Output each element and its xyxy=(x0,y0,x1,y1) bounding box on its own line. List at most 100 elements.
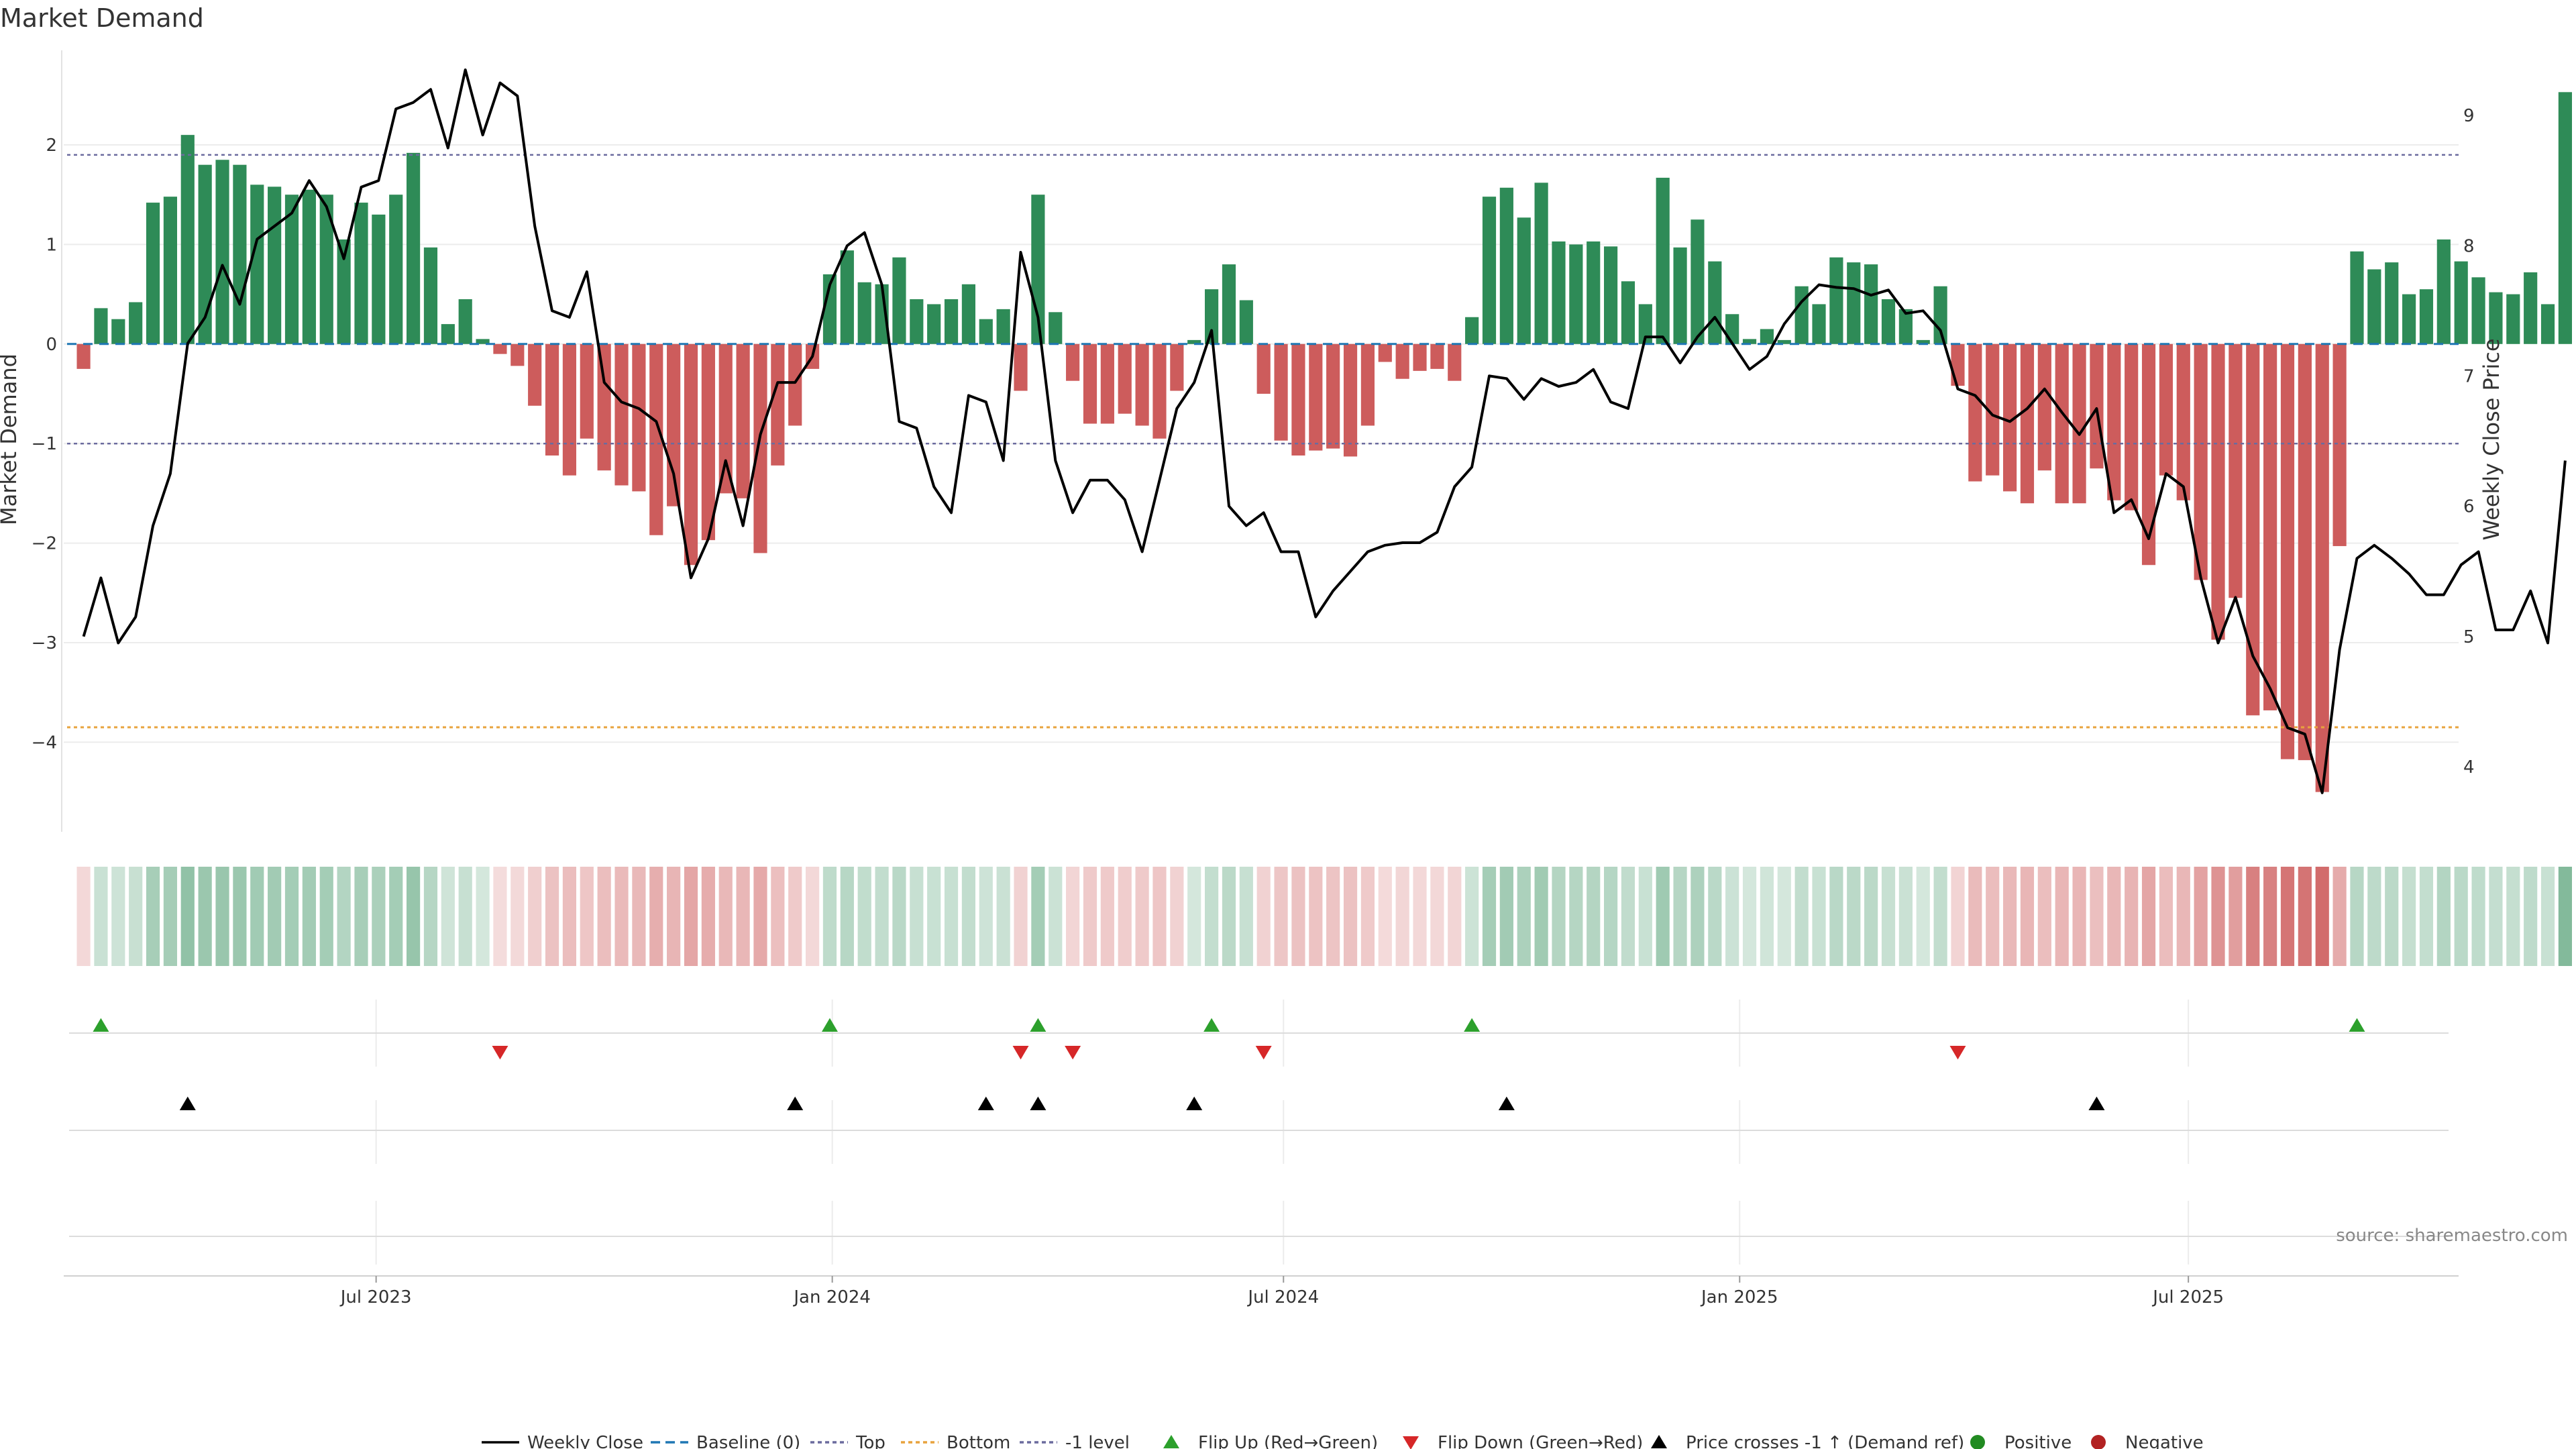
demand-bar xyxy=(407,152,421,344)
demand-bar xyxy=(2436,239,2451,344)
heat-cell xyxy=(1395,867,1409,966)
legend-swatch xyxy=(1651,1435,1667,1448)
heat-cell xyxy=(215,867,229,966)
heat-cell xyxy=(996,867,1010,966)
demand-bar xyxy=(1309,343,1323,451)
legend-label: Flip Down (Green→Red) xyxy=(1438,1433,1643,1449)
heat-cell xyxy=(822,867,837,966)
heat-cell xyxy=(2020,867,2035,966)
heat-cell xyxy=(76,867,91,966)
demand-bar xyxy=(1291,343,1305,456)
heat-cell xyxy=(1898,867,1913,966)
price-cross-marker xyxy=(787,1096,804,1110)
demand-bar xyxy=(1898,309,1913,344)
heat-cell xyxy=(788,867,802,966)
x-tick-label: Jul 2024 xyxy=(1246,1287,1319,1307)
y-tick-left: −1 xyxy=(32,434,57,454)
heat-cell xyxy=(2506,867,2520,966)
demand-bar xyxy=(996,309,1010,344)
demand-heat-strip xyxy=(76,867,2572,966)
heat-cell xyxy=(2055,867,2069,966)
demand-bar xyxy=(614,343,629,486)
heat-cell xyxy=(961,867,975,966)
demand-bar xyxy=(1604,246,1618,344)
demand-bar xyxy=(2246,343,2260,716)
flip-up-marker xyxy=(821,1018,838,1032)
y-axis-right-label: Weekly Close Price xyxy=(2479,338,2504,540)
heat-cell xyxy=(2229,867,2243,966)
heat-cell xyxy=(1552,867,1566,966)
price-cross-marker xyxy=(2088,1096,2105,1110)
flip-down-marker xyxy=(1255,1046,1272,1060)
legend-label: Baseline (0) xyxy=(696,1433,800,1449)
demand-bar xyxy=(1916,339,1930,344)
heat-cell xyxy=(1135,867,1149,966)
weekly-close-line xyxy=(82,68,2567,794)
heat-cell xyxy=(562,867,576,966)
demand-bar xyxy=(961,284,975,344)
demand-bar xyxy=(2367,269,2381,344)
demand-bar xyxy=(2037,343,2051,471)
heat-cell xyxy=(372,867,386,966)
demand-bar xyxy=(1708,261,1722,344)
heat-cell xyxy=(1239,867,1253,966)
heat-cell xyxy=(1170,867,1184,966)
demand-bar xyxy=(2125,343,2139,511)
demand-bar xyxy=(1638,304,1652,344)
demand-bar xyxy=(250,184,264,344)
y-tick-left: 2 xyxy=(46,136,57,156)
legend-item: Weekly Close xyxy=(482,1433,643,1449)
demand-bar xyxy=(2402,294,2416,344)
demand-bar xyxy=(1777,339,1791,344)
heat-cell xyxy=(1777,867,1791,966)
demand-bar xyxy=(129,302,143,344)
demand-bar xyxy=(667,343,681,506)
heat-cell xyxy=(1916,867,1930,966)
source-note: source: sharemaestro.com xyxy=(2336,1226,2568,1246)
heat-cell xyxy=(2107,867,2121,966)
heat-cell xyxy=(840,867,854,966)
demand-bar xyxy=(1864,264,1878,344)
heat-cell xyxy=(94,867,108,966)
price-cross-marker xyxy=(179,1096,196,1110)
heat-cell xyxy=(927,867,941,966)
demand-bar xyxy=(319,195,333,344)
demand-bar xyxy=(511,343,525,366)
heat-cell xyxy=(910,867,924,966)
demand-bar xyxy=(146,203,160,344)
demand-bar xyxy=(458,299,472,344)
x-tick-label: Jul 2025 xyxy=(2151,1287,2224,1307)
demand-bar xyxy=(1847,262,1861,344)
heat-cell xyxy=(1031,867,1045,966)
legend-item: Bottom xyxy=(901,1433,1010,1449)
legend-label: Weekly Close xyxy=(527,1433,643,1449)
heat-cell xyxy=(875,867,889,966)
y-tick-left: −4 xyxy=(32,733,57,753)
heat-cell xyxy=(979,867,993,966)
demand-bar xyxy=(1187,339,1201,344)
demand-bar xyxy=(1066,343,1080,381)
demand-bar xyxy=(2055,343,2069,504)
demand-bar xyxy=(979,319,993,344)
demand-bar xyxy=(1656,177,1670,344)
legend-item: Baseline (0) xyxy=(651,1433,800,1449)
legend-item: Negative xyxy=(2091,1433,2204,1449)
demand-bar xyxy=(372,214,386,344)
demand-bar xyxy=(389,195,403,344)
heat-cell xyxy=(1621,867,1635,966)
legend-item: Flip Up (Red→Green) xyxy=(1163,1433,1378,1449)
heat-cell xyxy=(1066,867,1080,966)
demand-bar xyxy=(2003,343,2017,492)
demand-bar xyxy=(1360,343,1375,426)
y-tick-right: 9 xyxy=(2463,106,2475,126)
weekly-close-layer xyxy=(82,68,2567,794)
heat-cell xyxy=(233,867,247,966)
heat-cell xyxy=(129,867,143,966)
demand-bar xyxy=(1794,286,1809,344)
demand-bar xyxy=(2141,343,2156,566)
demand-bar xyxy=(822,274,837,344)
y-tick-right: 8 xyxy=(2463,236,2475,256)
demand-bar xyxy=(753,343,767,553)
heat-cell xyxy=(1742,867,1757,966)
demand-bar xyxy=(927,304,941,344)
